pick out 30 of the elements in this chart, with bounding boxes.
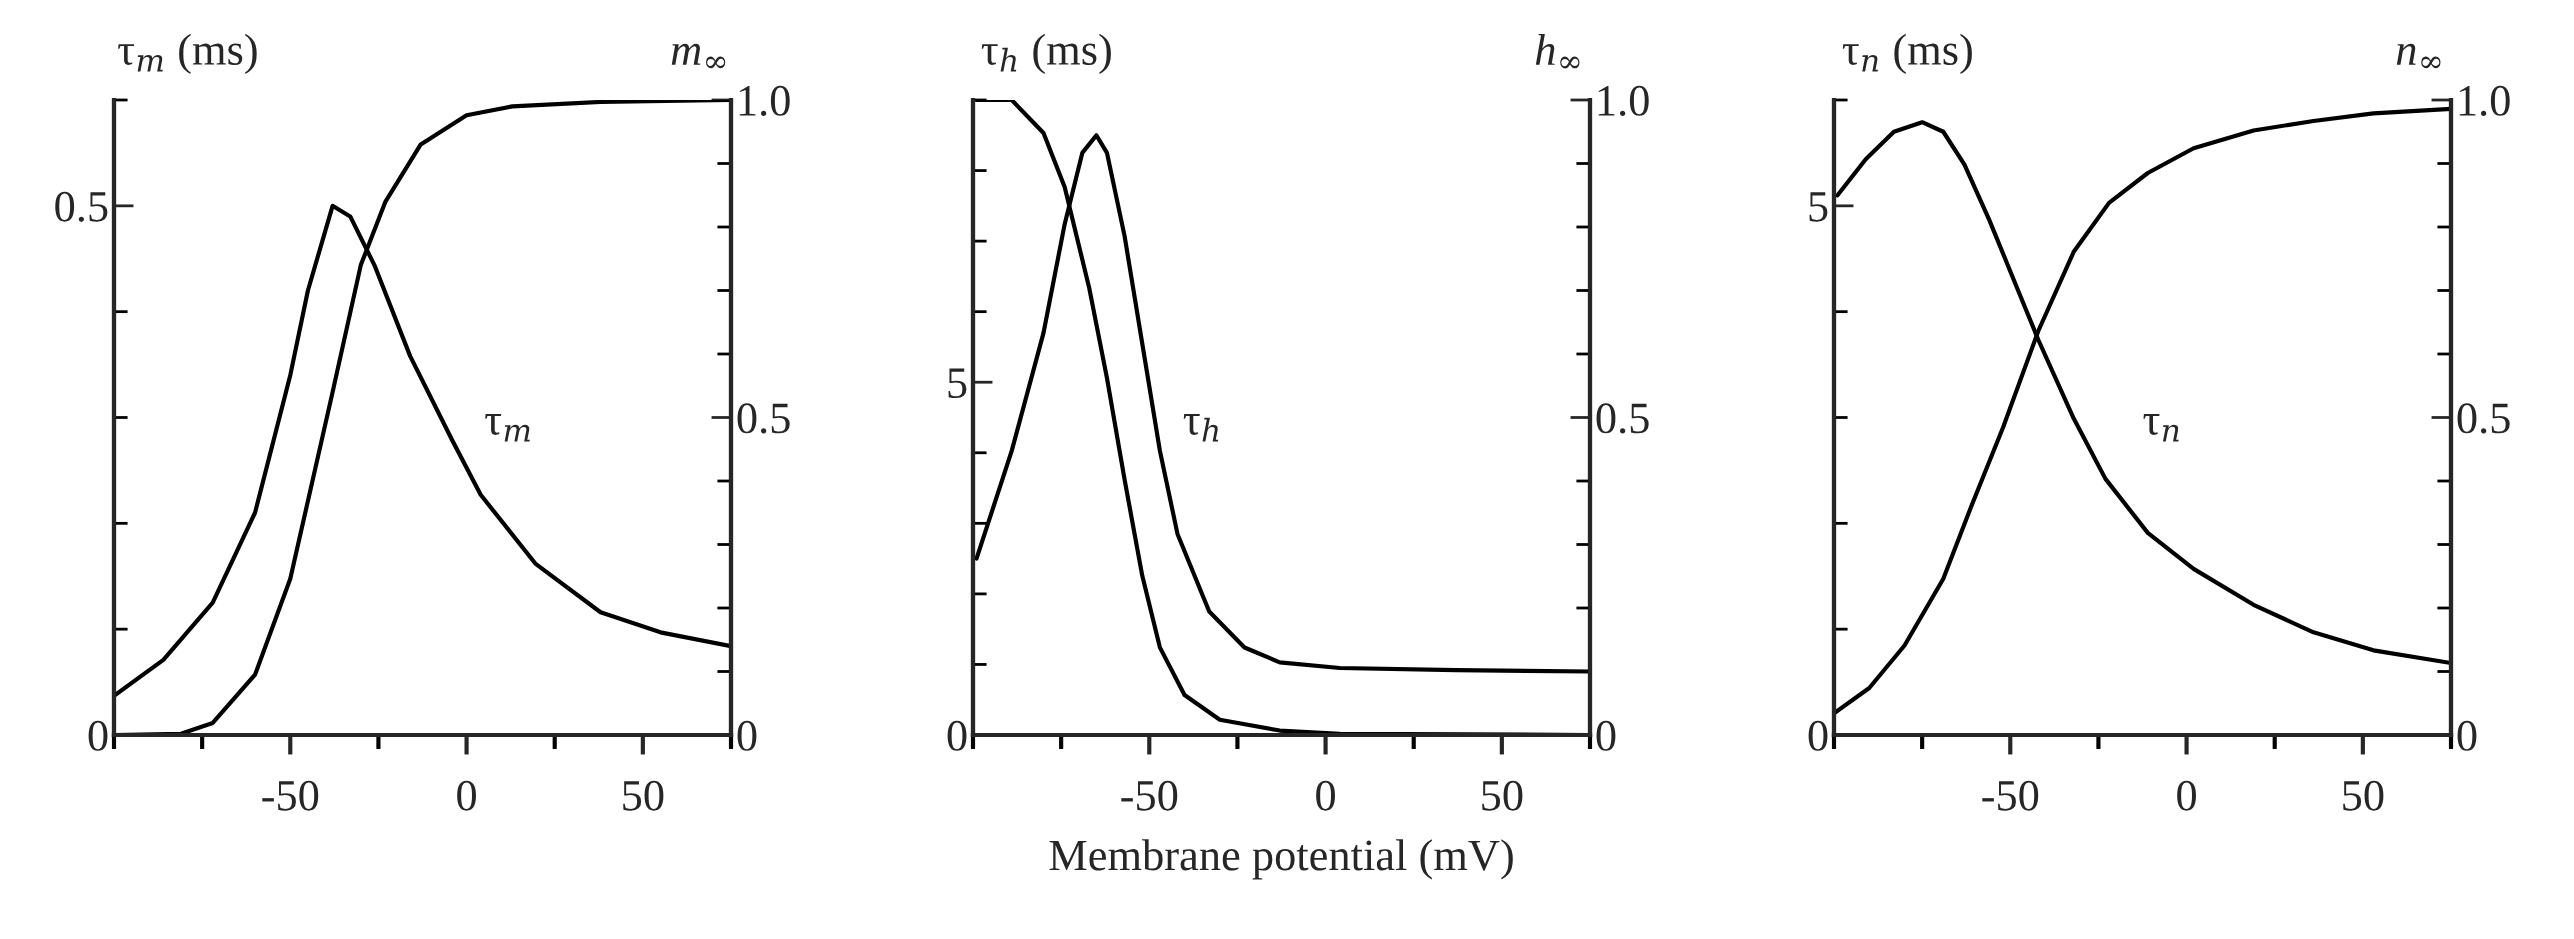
y-tick-label: 5 <box>948 368 967 399</box>
x-tick-label: 0 <box>2177 780 2196 811</box>
y2-tick-label: 0 <box>2457 720 2477 751</box>
x-tick-label: 50 <box>623 780 664 811</box>
y-axis-title: τ$_{n}$ (ms) <box>1842 33 1972 75</box>
annotation: τ$_{m}$ <box>485 414 530 442</box>
annotation: τ$_{h}$ <box>1183 414 1219 442</box>
y2-axis-title: m$_{∞}$ <box>671 43 726 69</box>
y2-tick-label: 1.0 <box>2459 85 2510 117</box>
y2-tick-label: 0 <box>737 720 757 751</box>
y-axis-title: τ$_{m}$ (ms) <box>118 33 257 75</box>
y-axis-title: τ$_{h}$ (ms) <box>981 33 1111 75</box>
annotation: τ$_{n}$ <box>2143 414 2179 442</box>
y2-axis-title: n$_{∞}$ <box>2396 43 2441 69</box>
x-tick-label: -50 <box>1982 780 2039 811</box>
y2-tick-label: 0.5 <box>1596 403 1649 434</box>
x-tick-label: 0 <box>457 780 476 811</box>
x-tick-label: 50 <box>2343 780 2384 811</box>
y2-tick-label: 1.0 <box>1598 85 1649 117</box>
x-tick-label: 0 <box>1316 780 1335 811</box>
y2-tick-label: 0.5 <box>2457 403 2510 434</box>
x-axis-title: Membrane potential (mV) <box>1049 839 1513 880</box>
x-tick-label: -50 <box>262 780 319 811</box>
x-tick-label: -50 <box>1121 780 1178 811</box>
y2-tick-label: 1.0 <box>739 85 790 117</box>
y2-axis-title: h$_{∞}$ <box>1535 34 1580 69</box>
x-tick-label: 50 <box>1482 780 1523 811</box>
y2-tick-label: 0.5 <box>737 403 790 434</box>
y2-tick-label: 0 <box>1596 720 1616 751</box>
y-tick-label: 5 <box>1809 192 1828 222</box>
